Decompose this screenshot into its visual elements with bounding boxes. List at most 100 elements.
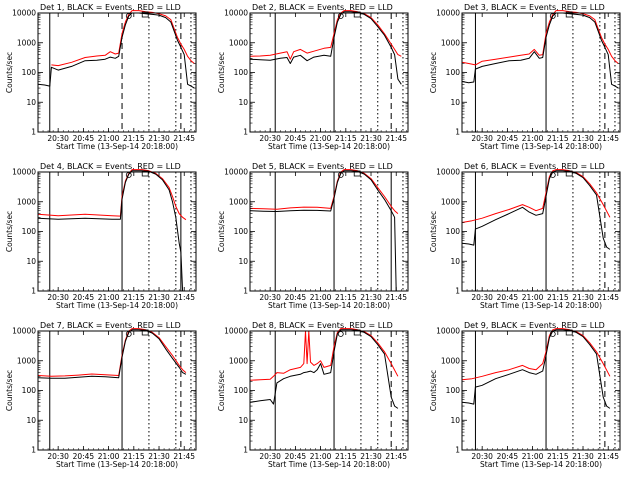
y-tick-label: 10 [450,416,460,425]
plot-frame [461,171,621,292]
x-tick-label: 20:45 [285,293,307,302]
chart-title: Det 9, BLACK = Events, RED = LLD [464,321,605,330]
y-axis-label: Counts/sec [217,211,226,252]
lld-series-line [461,169,611,223]
x-axis-label: Start Time (13-Sep-14 20:18:00) [56,142,178,151]
y-tick-label: 1000 [441,356,460,365]
y-axis-label: Counts/sec [217,52,226,93]
x-tick-label: 21:00 [98,293,120,302]
x-tick-label: 20:30 [259,134,281,143]
chart-panel-6: Det 6, BLACK = Events, RED = LLD 1 10 100 10… [429,162,621,310]
x-tick-label: 20:45 [497,134,519,143]
events-series-line [249,11,402,85]
lld-series-line [461,10,619,66]
x-tick-label: 21:45 [385,452,407,461]
x-tick-label: 21:15 [547,134,569,143]
x-tick-label: 21:15 [123,293,145,302]
x-tick-label: 20:45 [285,134,307,143]
x-tick-label: 20:30 [259,452,281,461]
chart-title: Det 8, BLACK = Events, RED = LLD [252,321,393,330]
plot-frame [461,330,621,451]
x-tick-label: 21:00 [310,452,332,461]
chart-panel-1: Det 1, BLACK = Events, RED = LLD 1 10 100 10… [5,3,197,151]
x-tick-label: 21:45 [597,452,619,461]
x-tick-label: 21:15 [335,134,357,143]
x-tick-label: 21:45 [173,293,195,302]
y-tick-label: 1 [31,128,36,137]
x-tick-label: 20:45 [497,452,519,461]
y-axis-label: Counts/sec [429,52,438,93]
y-tick-label: 10000 [436,168,460,177]
y-tick-label: 100 [22,68,37,77]
x-tick-label: 21:00 [98,134,120,143]
x-tick-label: 21:15 [335,452,357,461]
chart-panel-8: Det 8, BLACK = Events, RED = LLD 1 10 100 10… [217,321,409,469]
flag-box-marker [141,170,149,177]
y-tick-label: 1 [31,446,36,455]
events-series-line [461,329,611,409]
plot-frame [37,12,197,133]
x-tick-label: 21:45 [597,134,619,143]
chart-title: Det 4, BLACK = Events, RED = LLD [40,162,181,171]
x-tick-label: 21:45 [173,134,195,143]
flag-box-marker [353,329,361,336]
y-tick-label: 10 [238,257,248,266]
y-tick-label: 1000 [229,197,248,206]
chart-panel-3: Det 3, BLACK = Events, RED = LLD 1 10 100 10… [429,3,621,151]
y-axis-label: Counts/sec [5,52,14,93]
x-tick-label: 21:45 [385,293,407,302]
x-tick-label: 20:45 [73,293,95,302]
x-tick-label: 21:15 [335,293,357,302]
x-tick-label: 21:00 [522,293,544,302]
chart-panel-7: Det 7, BLACK = Events, RED = LLD 1 10 100 10… [5,321,197,469]
chart-title: Det 2, BLACK = Events, RED = LLD [252,3,393,12]
y-tick-label: 100 [446,227,461,236]
y-tick-label: 10000 [436,327,460,336]
x-tick-label: 21:30 [360,134,382,143]
chart-panel-2: Det 2, BLACK = Events, RED = LLD 1 10 100 10… [217,3,409,151]
y-tick-label: 10 [26,416,36,425]
y-axis-label: Counts/sec [429,370,438,411]
y-tick-label: 1 [31,287,36,296]
x-tick-label: 21:15 [547,293,569,302]
plot-frame [249,12,409,133]
y-tick-label: 10000 [224,168,248,177]
x-tick-label: 20:45 [73,452,95,461]
x-tick-label: 21:30 [360,293,382,302]
flag-box-marker [565,170,573,177]
x-tick-label: 20:30 [259,293,281,302]
x-tick-label: 21:00 [98,452,120,461]
y-axis-label: Counts/sec [217,370,226,411]
x-axis-label: Start Time (13-Sep-14 20:18:00) [480,142,602,151]
y-tick-label: 10 [450,98,460,107]
y-tick-label: 100 [446,68,461,77]
lld-series-line [37,169,187,221]
flag-box-marker [565,329,573,336]
y-tick-label: 100 [22,227,37,236]
x-tick-label: 21:00 [310,134,332,143]
lld-series-line [249,169,399,214]
plot-frame [37,171,197,292]
chart-title: Det 6, BLACK = Events, RED = LLD [464,162,605,171]
x-axis-label: Start Time (13-Sep-14 20:18:00) [56,460,178,469]
chart-title: Det 3, BLACK = Events, RED = LLD [464,3,605,12]
x-tick-label: 20:30 [47,134,69,143]
flare-flag-marker [337,331,344,337]
events-series-line [37,329,187,379]
events-series-line [37,12,195,89]
x-tick-label: 21:45 [173,452,195,461]
y-tick-label: 1000 [229,38,248,47]
x-tick-label: 21:30 [572,293,594,302]
flag-box-marker [141,11,149,18]
y-tick-label: 1 [243,128,248,137]
x-tick-label: 20:45 [497,293,519,302]
plot-frame [249,171,409,292]
y-tick-label: 1000 [17,197,36,206]
x-tick-label: 20:30 [47,452,69,461]
x-tick-label: 21:30 [148,134,170,143]
x-axis-label: Start Time (13-Sep-14 20:18:00) [480,301,602,310]
x-tick-label: 21:15 [123,134,145,143]
y-tick-label: 1 [455,128,460,137]
chart-panel-9: Det 9, BLACK = Events, RED = LLD 1 10 100 10… [429,321,621,469]
